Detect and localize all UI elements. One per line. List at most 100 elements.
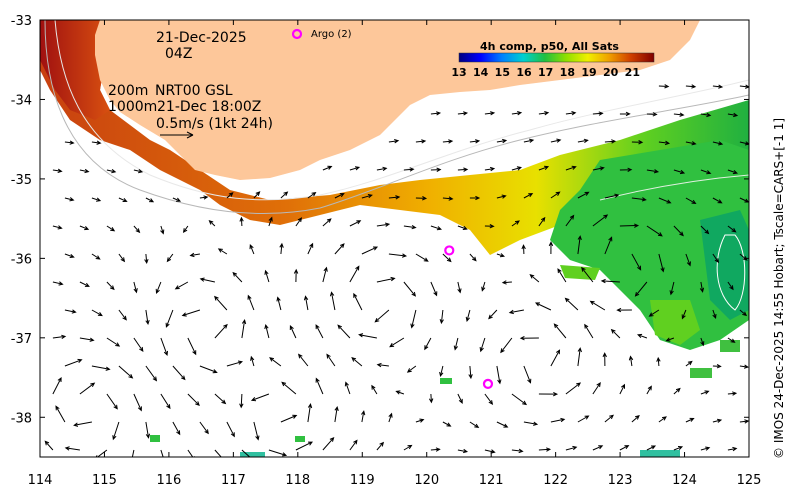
current-vector [187,337,197,356]
x-tick-label: 119 [350,473,375,488]
current-vector [442,421,452,427]
current-vector [293,268,299,283]
current-vector [44,440,54,451]
current-vector [469,253,477,262]
current-vector [685,141,697,146]
current-vector [353,292,363,311]
current-vector [118,197,128,202]
current-vector [584,323,594,339]
current-vector [604,139,617,144]
current-vector [592,214,609,227]
current-vector [658,84,670,89]
current-vector [457,167,469,172]
x-tick-label: 124 [672,473,697,488]
current-vector [565,111,577,116]
current-vector [577,235,582,255]
plot-frame [39,19,750,458]
product-label: NRT00 GSL [155,83,233,99]
current-vector [52,334,67,340]
isobath-200-label: 200m [108,83,148,99]
current-vector [699,281,705,293]
current-vector [669,281,675,296]
current-vector [700,169,712,175]
current-vector [424,337,432,351]
argo-float-marker [482,378,494,390]
current-vector [280,414,298,423]
current-vector [241,449,251,457]
credit-text: © IMOS 24-Dec-2025 14:55 Hobart; Tscale=… [772,118,786,459]
current-vector [112,421,120,441]
current-vector [349,265,360,283]
current-vector [322,437,335,451]
current-vector [250,393,270,402]
current-vector [484,224,495,229]
current-vector [511,220,520,227]
current-vector [361,246,379,255]
current-vector [610,328,621,339]
current-vector [106,337,121,347]
current-vector [557,268,567,283]
current-vector [322,165,333,171]
current-vector [52,376,62,395]
sst-field [40,20,749,457]
current-vector [430,447,441,452]
current-vector [199,195,209,200]
current-vector [349,220,362,227]
current-vector [388,253,408,258]
current-vector [106,281,115,291]
current-vector [297,353,309,367]
current-vector [481,281,486,292]
longitude-axis: 114 115 116 117 118 119 120 121 122 123 124 125 [28,20,761,488]
current-vector [214,449,224,457]
current-vector [550,138,562,143]
current-vector [712,253,720,264]
current-vector [646,169,660,174]
current-vector [538,111,550,116]
x-tick-label: 115 [92,473,117,488]
current-vector [496,365,502,385]
current-vector [280,191,289,199]
current-vector [160,393,171,410]
current-vector [226,192,234,199]
current-vector [376,166,388,172]
current-vector [523,193,534,199]
current-vector [268,449,288,457]
current-vector [646,385,652,395]
colorbar-title: 4h comp, p50, All Sats [480,40,619,53]
current-vector [145,197,155,203]
current-vector [538,447,552,452]
current-vector [577,191,590,199]
current-vector [187,393,200,407]
current-vector [403,444,413,451]
current-vector [64,197,75,202]
current-vector [496,421,509,428]
current-vector [712,309,717,319]
current-vector [673,387,681,395]
current-vector [118,309,127,321]
current-vector [727,225,737,233]
current-vector [484,166,496,172]
current-vector [334,405,339,423]
current-vector [145,309,150,326]
current-vector [145,421,151,439]
current-vector [658,416,667,423]
current-vector [685,253,691,267]
current-vector [326,353,336,367]
current-vector [91,197,102,202]
current-vector [79,382,96,395]
current-vector [199,421,209,435]
current-vector [577,347,582,367]
current-vector [665,337,675,342]
current-vector [253,421,260,441]
current-vector [453,337,459,351]
current-vector [253,191,261,199]
x-tick-label: 123 [608,473,633,488]
y-tick-label: -33 [11,14,32,29]
current-vector [658,140,671,146]
current-vector [95,449,108,457]
current-vector [403,224,417,230]
y-tick-label: -35 [11,173,32,188]
current-vector [430,225,442,231]
current-vector [133,393,142,412]
current-vector [581,266,594,283]
